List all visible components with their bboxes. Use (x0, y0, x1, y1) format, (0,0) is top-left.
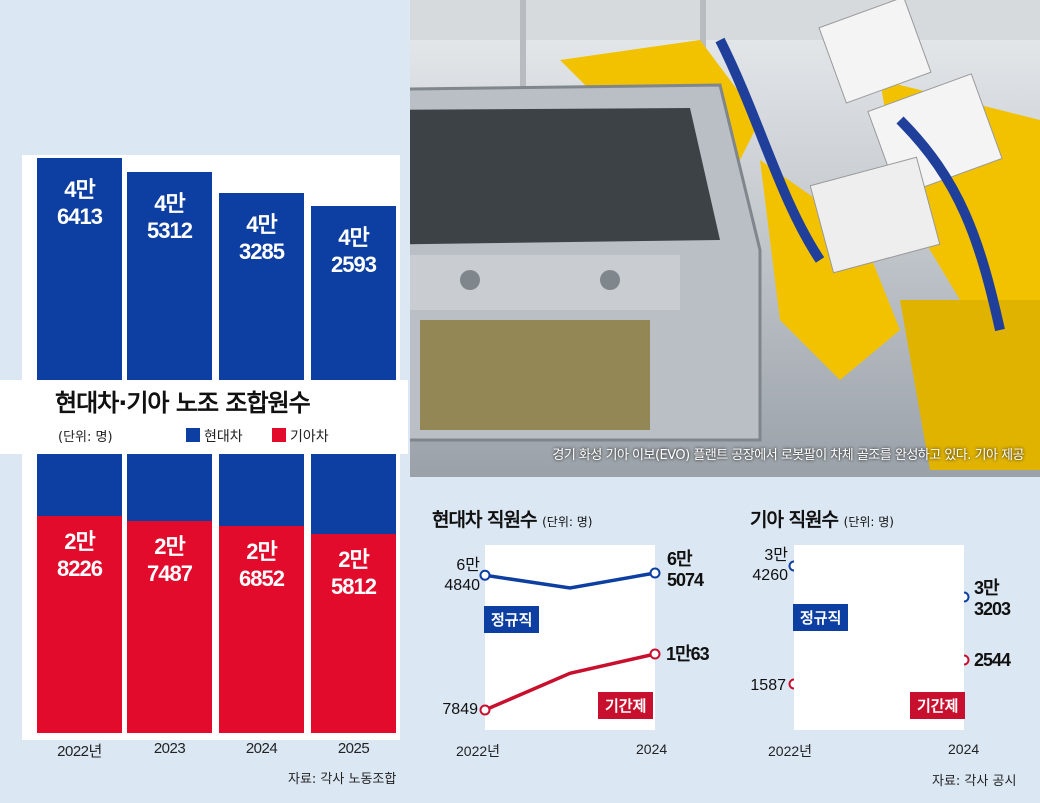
hyundai-x-start: 2022년 (456, 743, 501, 759)
bar-label-hyundai-2: 4만 3285 (239, 211, 285, 264)
hyundai-regular-point-2 (649, 567, 661, 579)
kia-chart-unit: (단위: 명) (843, 515, 894, 529)
bar-hyundai-3 (311, 206, 396, 535)
hyundai-temp-start-label: 7849 (442, 701, 478, 718)
hyundai-chart-title-text: 현대차 직원수 (432, 509, 537, 531)
kia-temp-start-label: 1587 (750, 677, 786, 694)
hyundai-chart-title: 현대차 직원수 (단위: 명) (432, 505, 592, 532)
bar-label-kia-1: 2만 7487 (147, 534, 193, 587)
bar-label-hyundai-1: 4만 5312 (147, 191, 193, 244)
hyundai-regular-line (484, 571, 656, 590)
bar-kia-2 (219, 526, 304, 733)
hyundai-temp-tag: 기간제 (598, 692, 654, 719)
hyundai-temporary-line (484, 652, 656, 712)
hyundai-temporary-point-0 (479, 704, 491, 716)
bar-label-hyundai-0: 4만 6413 (57, 177, 103, 230)
x-label-0: 2022년 (57, 743, 102, 760)
bar-kia-0 (37, 515, 122, 733)
kia-x-end: 2024 (948, 741, 980, 757)
hyundai-regular-end-label: 6만 5074 (667, 549, 704, 590)
legend-label-kia: 기아차 (290, 429, 329, 445)
bar-hyundai-1 (127, 172, 212, 522)
kia-chart-source: 자료: 각사 공시 (932, 774, 1017, 789)
bar-label-hyundai-3: 4만 2593 (331, 225, 377, 278)
bar-label-kia-2: 2만 6852 (239, 539, 285, 592)
x-label-3: 2025 (337, 740, 370, 757)
union-chart-title: 현대차·기아 노조 조합원수 (55, 389, 311, 417)
hyundai-temp-end-label: 1만63 (666, 644, 710, 664)
bar-hyundai-0 (37, 158, 122, 516)
photo-caption: 경기 화성 기아 이보(EVO) 플랜트 공장에서 로봇팔이 차체 골조를 완성… (552, 448, 1024, 463)
hyundai-regular-tag: 정규직 (484, 606, 540, 633)
union-title-box (0, 380, 408, 454)
kia-regular-tag: 정규직 (793, 604, 849, 631)
hyundai-regular-start-label: 6만 4840 (444, 557, 480, 594)
union-chart-unit: (단위: 명) (58, 430, 113, 445)
hyundai-x-end: 2024 (636, 741, 668, 757)
bar-label-kia-0: 2만 8226 (57, 528, 103, 581)
kia-temp-end-label: 2544 (974, 650, 1011, 670)
hyundai-lines (479, 567, 661, 716)
bar-kia-1 (127, 521, 212, 733)
kia-chart-title: 기아 직원수 (단위: 명) (750, 505, 894, 532)
bar-kia-3 (311, 534, 396, 733)
hyundai-temporary-point-2 (649, 648, 661, 660)
kia-chart-title-text: 기아 직원수 (750, 509, 839, 531)
x-label-2: 2024 (245, 740, 278, 757)
legend-swatch-kia (272, 428, 286, 442)
kia-x-start: 2022년 (768, 743, 813, 759)
x-label-1: 2023 (153, 740, 186, 757)
legend-label-hyundai: 현대차 (204, 429, 243, 445)
hyundai-chart-unit: (단위: 명) (542, 515, 593, 529)
bar-hyundai-2 (219, 192, 304, 527)
union-chart-source: 자료: 각사 노동조합 (288, 772, 397, 787)
hyundai-regular-point-0 (479, 569, 491, 581)
kia-regular-start-label: 3만 4260 (752, 547, 788, 584)
kia-temp-tag: 기간제 (910, 692, 966, 719)
legend-swatch-hyundai (186, 428, 200, 442)
bar-label-kia-3: 2만 5812 (331, 547, 377, 600)
kia-regular-end-label: 3만 3203 (974, 578, 1011, 619)
